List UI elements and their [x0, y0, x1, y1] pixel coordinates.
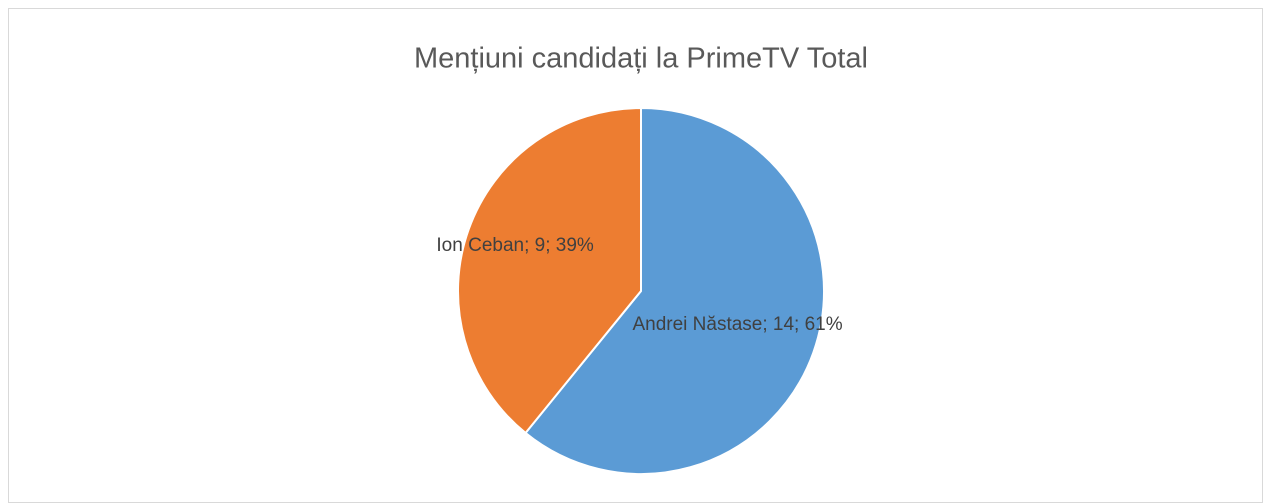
pie-slice	[457, 106, 642, 435]
data-label: Ion Ceban; 9; 39%	[436, 235, 594, 257]
data-label: Andrei Năstase; 14; 61%	[632, 314, 843, 336]
chart-title: Mențiuni candidați la PrimeTV Total	[414, 43, 868, 75]
pie-slice	[524, 106, 825, 475]
